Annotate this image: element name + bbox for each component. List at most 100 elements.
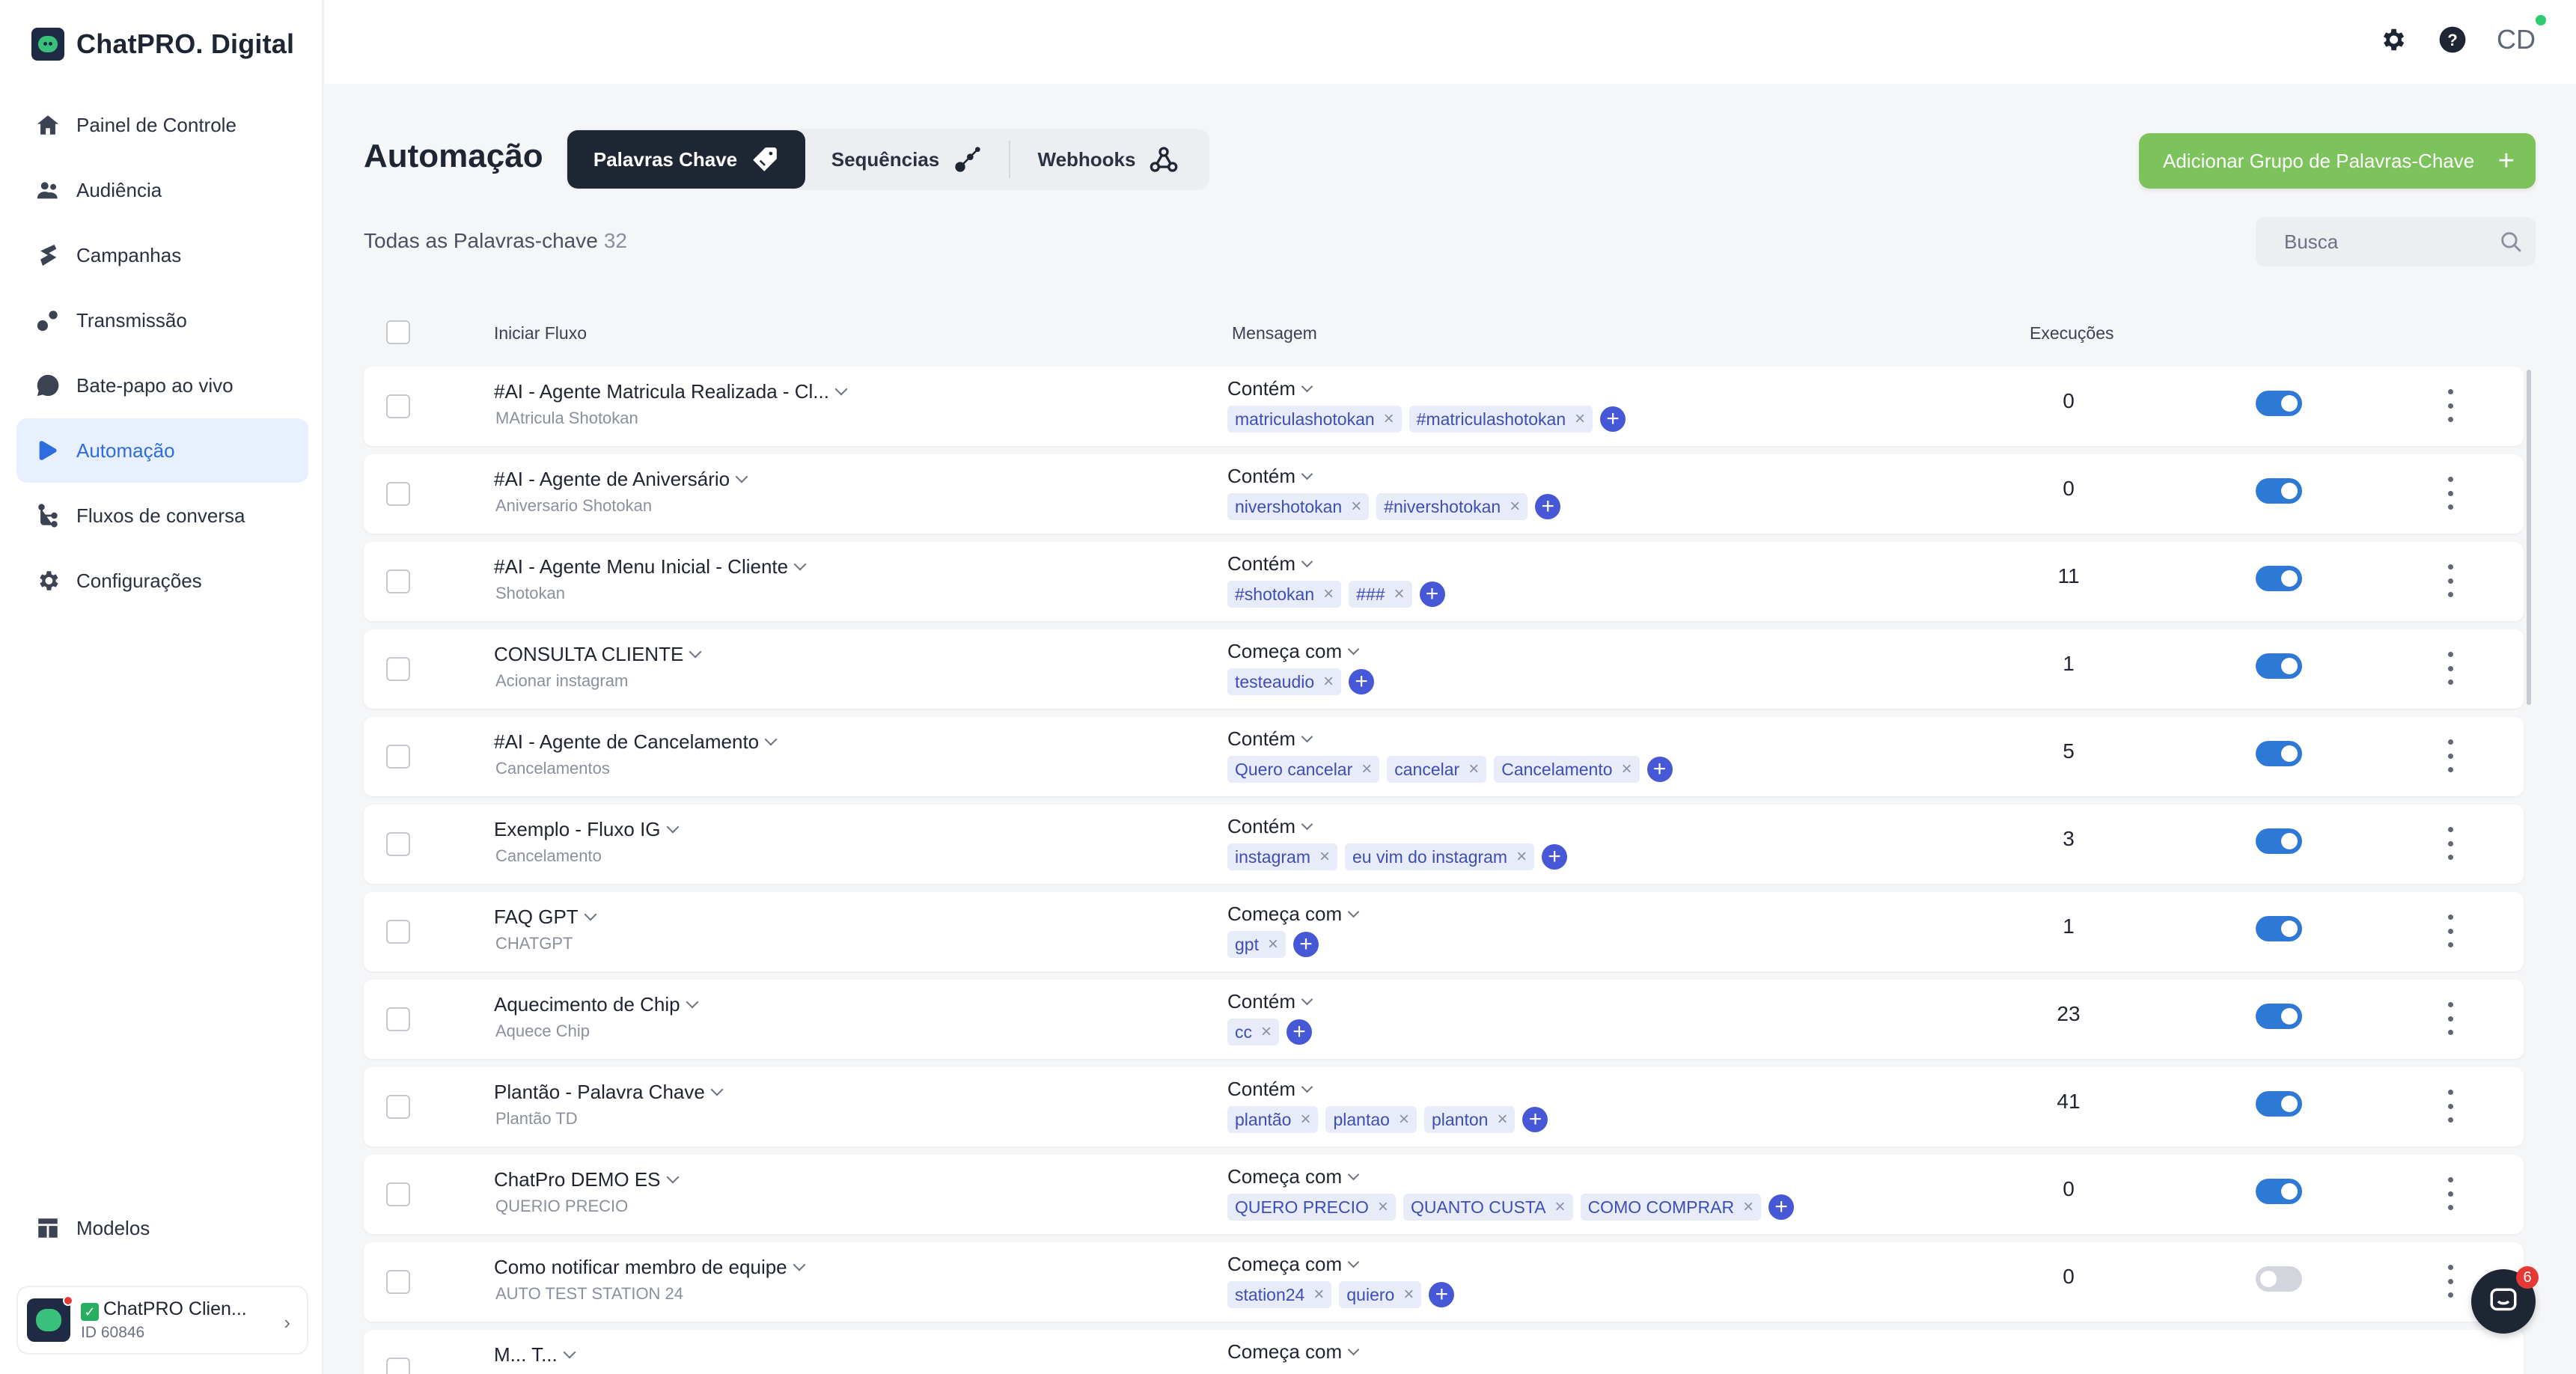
chevron-down-icon[interactable]: [710, 1083, 724, 1096]
remove-keyword-icon[interactable]: ×: [1468, 759, 1480, 779]
table-row[interactable]: #AI - Agente Matricula Realizada - Cl...…: [364, 367, 2524, 446]
sidebar-item-audiencia[interactable]: Audiência: [16, 158, 308, 222]
table-row[interactable]: CONSULTA CLIENTE Acionar instagram Começa …: [364, 629, 2524, 709]
table-row[interactable]: Como notificar membro de equipe AUTO TEST…: [364, 1242, 2524, 1322]
chevron-down-icon[interactable]: [764, 733, 778, 746]
chevron-down-icon[interactable]: [666, 1170, 680, 1184]
scrollbar[interactable]: [2527, 370, 2531, 705]
enable-toggle[interactable]: [2256, 478, 2302, 504]
flow-title[interactable]: CONSULTA CLIENTE: [494, 643, 702, 666]
remove-keyword-icon[interactable]: ×: [1323, 671, 1334, 691]
row-menu-icon[interactable]: [2446, 1177, 2455, 1210]
remove-keyword-icon[interactable]: ×: [1743, 1197, 1754, 1217]
remove-keyword-icon[interactable]: ×: [1361, 759, 1373, 779]
row-checkbox[interactable]: [386, 394, 410, 418]
row-menu-icon[interactable]: [2446, 389, 2455, 422]
remove-keyword-icon[interactable]: ×: [1575, 409, 1586, 429]
match-type-select[interactable]: Começa com: [1227, 1340, 1360, 1364]
add-keyword-button[interactable]: +: [1535, 494, 1561, 519]
account-switcher[interactable]: ✓ ChatPRO Clien... ID 60846 ›: [16, 1286, 308, 1355]
row-checkbox[interactable]: [386, 570, 410, 593]
enable-toggle[interactable]: [2256, 653, 2302, 679]
chevron-down-icon[interactable]: [735, 470, 748, 483]
table-row[interactable]: Exemplo - Fluxo IG Cancelamento Contém inst…: [364, 804, 2524, 884]
chevron-down-icon[interactable]: [793, 1258, 806, 1271]
table-row[interactable]: FAQ GPT CHATGPT Começa com gpt × +1: [364, 892, 2524, 971]
row-checkbox[interactable]: [386, 1358, 410, 1374]
remove-keyword-icon[interactable]: ×: [1323, 584, 1334, 604]
chevron-down-icon[interactable]: [793, 558, 807, 571]
table-row[interactable]: Aquecimento de Chip Aquece Chip Contém cc × +…: [364, 980, 2524, 1059]
add-keyword-button[interactable]: +: [1522, 1107, 1548, 1132]
remove-keyword-icon[interactable]: ×: [1394, 584, 1405, 604]
table-row[interactable]: Plantão - Palavra Chave Plantão TD Contém p…: [364, 1067, 2524, 1146]
tab-webhooks[interactable]: Webhooks: [1010, 130, 1206, 189]
match-type-select[interactable]: Começa com: [1227, 1253, 1360, 1276]
search-input[interactable]: [2284, 230, 2479, 254]
enable-toggle[interactable]: [2256, 916, 2302, 941]
row-menu-icon[interactable]: [2446, 477, 2455, 510]
row-menu-icon[interactable]: [2446, 739, 2455, 772]
flow-title[interactable]: Aquecimento de Chip: [494, 993, 699, 1016]
add-keyword-button[interactable]: +: [1646, 757, 1673, 782]
add-keyword-button[interactable]: +: [1600, 406, 1626, 432]
sidebar-item-configuracoes[interactable]: Configurações: [16, 549, 308, 613]
row-menu-icon[interactable]: [2446, 564, 2455, 597]
chevron-down-icon[interactable]: [834, 382, 848, 396]
gear-icon[interactable]: [2375, 22, 2410, 57]
table-row[interactable]: #AI - Agente de Cancelamento Cancelamento…: [364, 717, 2524, 796]
remove-keyword-icon[interactable]: ×: [1497, 1109, 1508, 1129]
match-type-select[interactable]: Contém: [1227, 552, 1313, 575]
flow-title[interactable]: M... T...: [494, 1343, 576, 1367]
match-type-select[interactable]: Começa com: [1227, 1165, 1360, 1188]
flow-title[interactable]: #AI - Agente de Aniversário: [494, 468, 748, 491]
enable-toggle[interactable]: [2256, 1179, 2302, 1204]
flow-title[interactable]: Como notificar membro de equipe: [494, 1256, 806, 1279]
row-menu-icon[interactable]: [2446, 915, 2455, 947]
row-menu-icon[interactable]: [2446, 1090, 2455, 1123]
user-avatar[interactable]: CD: [2497, 15, 2546, 55]
table-row[interactable]: #AI - Agente Menu Inicial - Cliente Shoto…: [364, 542, 2524, 621]
match-type-select[interactable]: Contém: [1227, 815, 1313, 838]
sidebar-item-campanhas[interactable]: Campanhas: [16, 223, 308, 287]
add-keyword-button[interactable]: +: [1287, 1019, 1313, 1045]
table-row[interactable]: #AI - Agente de Aniversário Aniversario S…: [364, 454, 2524, 534]
match-type-select[interactable]: Começa com: [1227, 640, 1360, 663]
remove-keyword-icon[interactable]: ×: [1621, 759, 1632, 779]
remove-keyword-icon[interactable]: ×: [1351, 496, 1362, 516]
row-checkbox[interactable]: [386, 832, 410, 856]
row-menu-icon[interactable]: [2446, 1265, 2455, 1298]
row-checkbox[interactable]: [386, 1270, 410, 1294]
tab-sequencias[interactable]: Sequências: [805, 130, 1009, 189]
add-keyword-button[interactable]: +: [1419, 581, 1445, 607]
flow-title[interactable]: #AI - Agente Matricula Realizada - Cl...: [494, 380, 848, 403]
flow-title[interactable]: Plantão - Palavra Chave: [494, 1081, 724, 1104]
add-keyword-button[interactable]: +: [1542, 844, 1568, 870]
match-type-select[interactable]: Começa com: [1227, 903, 1360, 926]
remove-keyword-icon[interactable]: ×: [1300, 1109, 1311, 1129]
row-checkbox[interactable]: [386, 920, 410, 944]
remove-keyword-icon[interactable]: ×: [1319, 846, 1330, 867]
enable-toggle[interactable]: [2256, 1091, 2302, 1117]
flow-title[interactable]: #AI - Agente de Cancelamento: [494, 730, 778, 754]
enable-toggle[interactable]: [2256, 828, 2302, 854]
support-chat-button[interactable]: 6: [2471, 1266, 2539, 1334]
remove-keyword-icon[interactable]: ×: [1554, 1197, 1566, 1217]
row-menu-icon[interactable]: [2446, 652, 2455, 685]
match-type-select[interactable]: Contém: [1227, 727, 1313, 751]
chevron-down-icon[interactable]: [686, 995, 699, 1009]
remove-keyword-icon[interactable]: ×: [1516, 846, 1527, 867]
sidebar-item-fluxos-de-conversa[interactable]: Fluxos de conversa: [16, 483, 308, 548]
add-keyword-button[interactable]: +: [1293, 932, 1319, 957]
enable-toggle[interactable]: [2256, 566, 2302, 591]
sidebar-item-automacao[interactable]: Automação: [16, 418, 308, 483]
enable-toggle[interactable]: [2256, 741, 2302, 766]
sidebar-item-modelos[interactable]: Modelos: [16, 1196, 308, 1260]
chevron-down-icon[interactable]: [563, 1346, 576, 1359]
match-type-select[interactable]: Contém: [1227, 377, 1313, 400]
chevron-down-icon[interactable]: [584, 908, 597, 921]
add-keyword-button[interactable]: +: [1768, 1194, 1795, 1220]
remove-keyword-icon[interactable]: ×: [1377, 1197, 1388, 1217]
brand[interactable]: ChatPRO. Digital: [31, 25, 294, 63]
flow-title[interactable]: FAQ GPT: [494, 906, 597, 929]
